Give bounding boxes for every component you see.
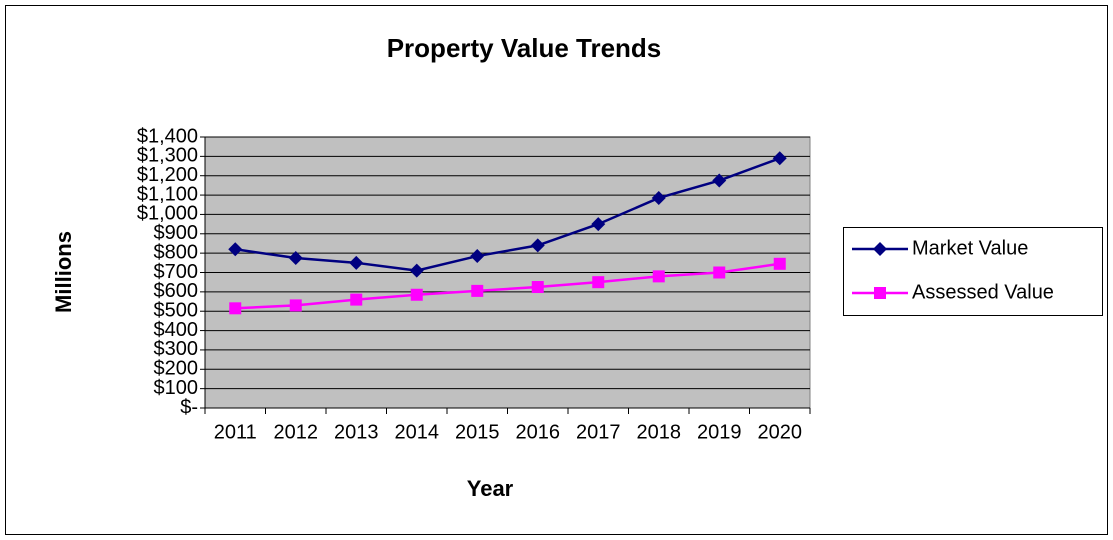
square-marker bbox=[592, 276, 605, 289]
y-tick-label: $- bbox=[180, 396, 198, 418]
x-tick-label: 2014 bbox=[395, 421, 440, 443]
diamond-marker bbox=[772, 151, 787, 166]
x-axis-label: Year bbox=[467, 476, 514, 501]
square-marker bbox=[410, 288, 423, 301]
x-tick-label: 2018 bbox=[637, 421, 682, 443]
y-tick-label: $700 bbox=[154, 261, 199, 283]
x-tick-label: 2019 bbox=[697, 421, 742, 443]
series-line bbox=[235, 157, 781, 272]
x-tick-label: 2016 bbox=[516, 421, 561, 443]
diamond-marker bbox=[288, 250, 303, 265]
y-axis-label: Millions bbox=[51, 231, 76, 313]
diamond-marker bbox=[530, 238, 545, 253]
y-tick-label: $600 bbox=[154, 280, 199, 302]
diamond-marker bbox=[651, 190, 666, 205]
legend-label: Market Value bbox=[912, 237, 1028, 259]
x-tick-label: 2012 bbox=[274, 421, 319, 443]
diamond-marker bbox=[349, 255, 364, 270]
square-marker bbox=[471, 284, 484, 297]
y-tick-label: $300 bbox=[154, 338, 199, 360]
square-marker bbox=[289, 299, 302, 312]
x-tick-label: 2015 bbox=[455, 421, 500, 443]
diamond-marker bbox=[873, 242, 887, 256]
y-tick-label: $1,400 bbox=[137, 125, 198, 147]
square-marker bbox=[531, 281, 544, 294]
x-tick-label: 2020 bbox=[758, 421, 803, 443]
diamond-marker bbox=[470, 249, 485, 264]
y-tick-label: $1,300 bbox=[137, 145, 198, 167]
diamond-marker bbox=[591, 217, 606, 232]
y-tick-label: $100 bbox=[154, 377, 199, 399]
x-tick-label: 2017 bbox=[576, 421, 621, 443]
y-tick-label: $500 bbox=[154, 299, 199, 321]
y-tick-label: $200 bbox=[154, 358, 199, 380]
y-tick-label: $1,200 bbox=[137, 164, 198, 186]
square-marker bbox=[874, 287, 886, 299]
chart-title: Property Value Trends bbox=[387, 33, 662, 63]
diamond-marker bbox=[712, 173, 727, 188]
diamond-marker bbox=[409, 263, 424, 278]
legend-label: Assessed Value bbox=[912, 281, 1054, 303]
y-tick-label: $1,000 bbox=[137, 203, 198, 225]
diamond-marker bbox=[228, 242, 243, 257]
square-marker bbox=[229, 302, 242, 315]
y-tick-label: $900 bbox=[154, 222, 199, 244]
x-tick-label: 2011 bbox=[214, 421, 257, 443]
square-marker bbox=[773, 257, 786, 270]
legend-box bbox=[843, 227, 1103, 316]
x-tick-label: 2013 bbox=[334, 421, 379, 443]
y-tick-label: $1,100 bbox=[137, 183, 198, 205]
series-line bbox=[235, 262, 780, 310]
square-marker bbox=[713, 266, 726, 279]
y-tick-label: $800 bbox=[154, 241, 199, 263]
y-tick-label: $400 bbox=[154, 319, 199, 341]
square-marker bbox=[652, 270, 665, 283]
square-marker bbox=[350, 293, 363, 306]
